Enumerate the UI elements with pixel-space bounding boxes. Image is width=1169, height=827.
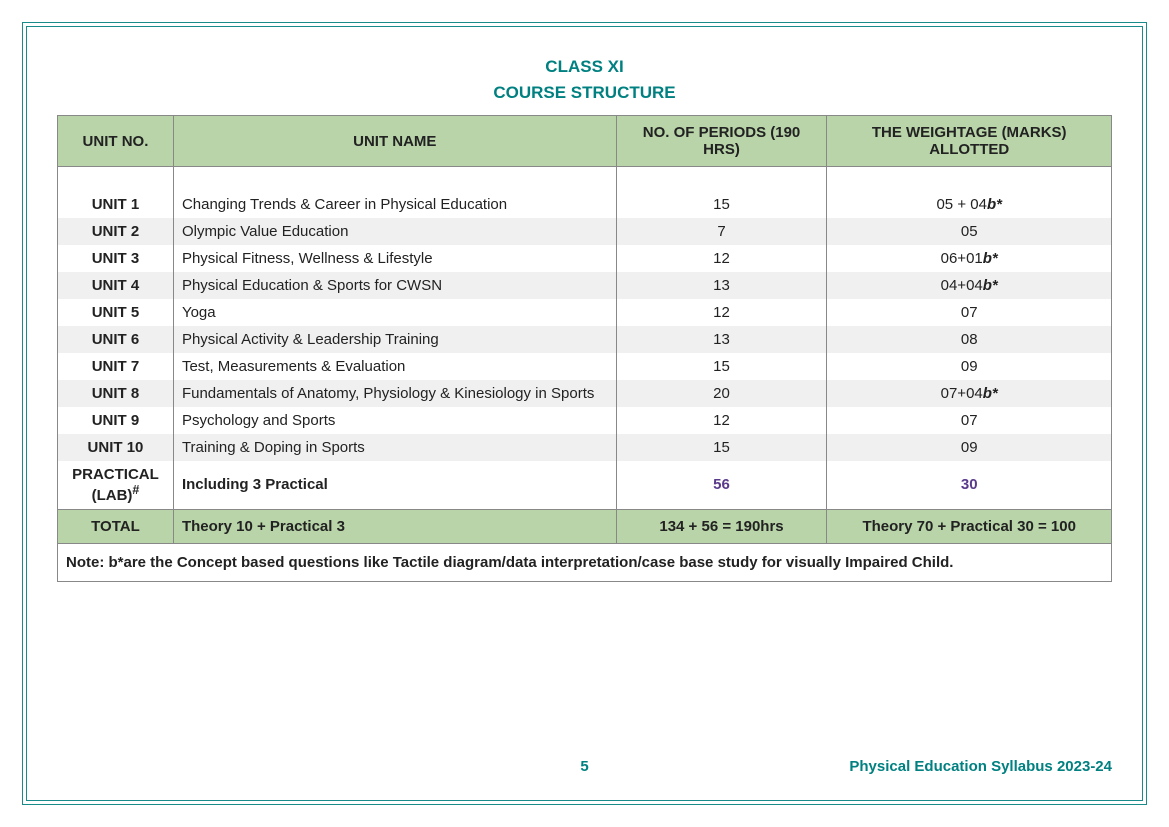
cell-unit-name: Yoga [173,299,616,326]
bstar-marker: b* [983,250,998,267]
bstar-marker: b* [983,385,998,402]
cell-unit-no: UNIT 8 [58,380,174,407]
table-row: UNIT 9Psychology and Sports1207 [58,407,1112,434]
cell-unit-name: Olympic Value Education [173,218,616,245]
cell-unit-name: Theory 10 + Practical 3 [173,509,616,543]
cell-periods: 15 [616,353,827,380]
cell-unit-no: UNIT 10 [58,434,174,461]
cell-periods: 13 [616,272,827,299]
cell-periods: 12 [616,407,827,434]
note-text: Note: b*are the Concept based questions … [58,543,1112,581]
table-row: UNIT 1Changing Trends & Career in Physic… [58,191,1112,218]
cell-periods: 15 [616,191,827,218]
cell-unit-no: UNIT 4 [58,272,174,299]
cell-weightage: Theory 70 + Practical 30 = 100 [827,509,1112,543]
cell-unit-no: UNIT 5 [58,299,174,326]
course-structure-table: UNIT NO. UNIT NAME NO. OF PERIODS (190 H… [57,115,1112,582]
cell-unit-no: UNIT 9 [58,407,174,434]
cell-periods: 20 [616,380,827,407]
table-row: UNIT 10Training & Doping in Sports1509 [58,434,1112,461]
cell-periods: 12 [616,299,827,326]
cell-weightage: 09 [827,353,1112,380]
cell-weightage: 05 [827,218,1112,245]
cell-unit-no: UNIT 6 [58,326,174,353]
cell-unit-name: Psychology and Sports [173,407,616,434]
table-row: UNIT 3Physical Fitness, Wellness & Lifes… [58,245,1112,272]
table-row: UNIT 7Test, Measurements & Evaluation150… [58,353,1112,380]
cell-unit-name: Training & Doping in Sports [173,434,616,461]
cell-periods: 134 + 56 = 190hrs [616,509,827,543]
table-row: UNIT 2Olympic Value Education705 [58,218,1112,245]
cell-unit-name: Changing Trends & Career in Physical Edu… [173,191,616,218]
cell-unit-name: Physical Education & Sports for CWSN [173,272,616,299]
cell-unit-no: UNIT 7 [58,353,174,380]
cell-unit-name: Physical Fitness, Wellness & Lifestyle [173,245,616,272]
table-row: UNIT 6Physical Activity & Leadership Tra… [58,326,1112,353]
cell-weightage: 04+04b* [827,272,1112,299]
cell-unit-name: Physical Activity & Leadership Training [173,326,616,353]
table-row: UNIT 8Fundamentals of Anatomy, Physiolog… [58,380,1112,407]
table-header-row: UNIT NO. UNIT NAME NO. OF PERIODS (190 H… [58,116,1112,167]
col-header-unit-no: UNIT NO. [58,116,174,167]
cell-periods: 12 [616,245,827,272]
cell-weightage: 05 + 04b* [827,191,1112,218]
cell-unit-no: UNIT 3 [58,245,174,272]
cell-weightage: 30 [827,461,1112,510]
col-header-periods: NO. OF PERIODS (190 HRS) [616,116,827,167]
bstar-marker: b* [983,277,998,294]
cell-weightage: 08 [827,326,1112,353]
page-number: 5 [580,758,588,775]
cell-unit-no: UNIT 1 [58,191,174,218]
cell-weightage: 07 [827,407,1112,434]
page-footer: 5 Physical Education Syllabus 2023-24 [57,758,1112,775]
inner-border: CBSE CLASS XI COURSE STRUCTURE UNIT NO. … [26,26,1143,801]
page-title-subtitle: COURSE STRUCTURE [57,83,1112,103]
table-row: UNIT 5Yoga1207 [58,299,1112,326]
cell-periods: 7 [616,218,827,245]
cell-weightage: 09 [827,434,1112,461]
cell-unit-name: Including 3 Practical [173,461,616,510]
cell-unit-name: Test, Measurements & Evaluation [173,353,616,380]
cell-unit-no: PRACTICAL(LAB)# [58,461,174,510]
table-row: UNIT 4Physical Education & Sports for CW… [58,272,1112,299]
cell-weightage: 06+01b* [827,245,1112,272]
practical-row: PRACTICAL(LAB)#Including 3 Practical5630 [58,461,1112,510]
spacer-row [58,167,1112,191]
total-row: TOTALTheory 10 + Practical 3134 + 56 = 1… [58,509,1112,543]
cell-weightage: 07+04b* [827,380,1112,407]
note-row: Note: b*are the Concept based questions … [58,543,1112,581]
cell-weightage: 07 [827,299,1112,326]
bstar-marker: b* [987,196,1002,213]
cell-unit-name: Fundamentals of Anatomy, Physiology & Ki… [173,380,616,407]
page-title-class: CLASS XI [57,57,1112,77]
col-header-unit-name: UNIT NAME [173,116,616,167]
col-header-weightage: THE WEIGHTAGE (MARKS) ALLOTTED [827,116,1112,167]
cell-periods: 15 [616,434,827,461]
outer-border: CBSE CLASS XI COURSE STRUCTURE UNIT NO. … [22,22,1147,805]
cell-unit-no: UNIT 2 [58,218,174,245]
cell-periods: 56 [616,461,827,510]
cell-unit-no: TOTAL [58,509,174,543]
cell-periods: 13 [616,326,827,353]
footer-doc-title: Physical Education Syllabus 2023-24 [849,758,1112,775]
